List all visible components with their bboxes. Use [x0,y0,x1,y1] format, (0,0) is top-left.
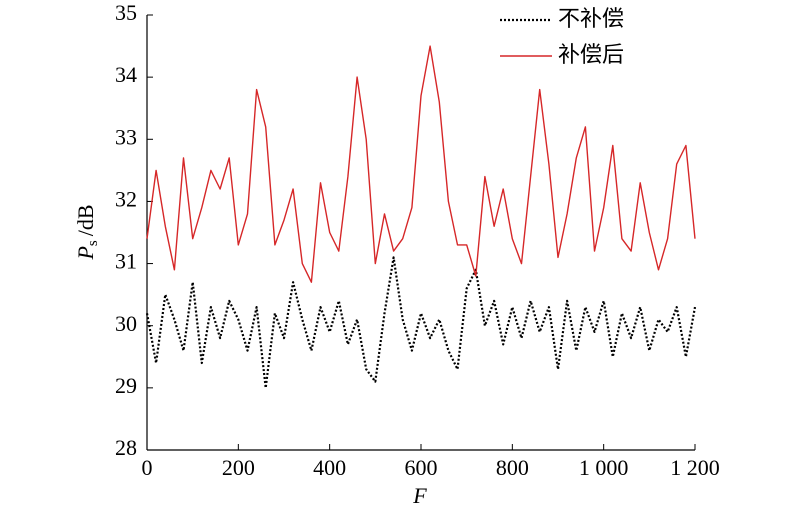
y-axis-label: Ps/dB [73,204,101,260]
x-tick-label: 800 [496,455,529,480]
x-tick-label: 600 [405,455,438,480]
y-tick-label: 31 [115,249,137,274]
y-tick-label: 34 [115,62,137,87]
x-tick-label: 1 000 [579,455,629,480]
y-tick-label: 33 [115,124,137,149]
line-series [145,256,697,389]
y-label-sub: s [85,240,101,246]
line-series [146,45,696,283]
y-tick-label: 35 [115,0,137,25]
legend-label: 不补偿 [558,7,624,32]
x-tick-label: 200 [222,455,255,480]
x-tick-label: 0 [142,455,153,480]
y-tick-label: 28 [115,435,137,460]
x-axis-label: F [412,483,427,508]
y-label-unit: /dB [73,204,98,236]
x-tick-label: 1 200 [670,455,720,480]
y-tick-label: 32 [115,186,137,211]
legend-label: 补偿后 [558,43,624,68]
y-tick-label: 30 [115,311,137,336]
x-tick-label: 400 [313,455,346,480]
y-tick-label: 29 [115,373,137,398]
y-label-main: P [73,246,98,260]
